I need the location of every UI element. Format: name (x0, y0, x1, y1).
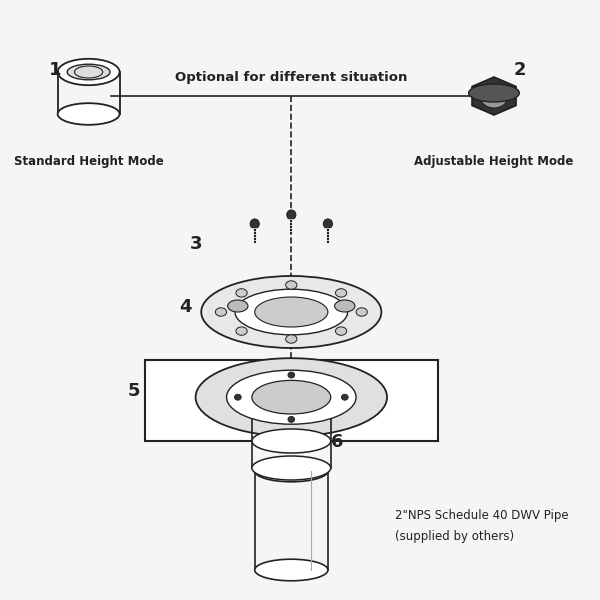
Ellipse shape (67, 64, 110, 80)
Ellipse shape (335, 300, 355, 312)
Ellipse shape (480, 84, 508, 108)
Ellipse shape (235, 394, 241, 400)
Text: Standard Height Mode: Standard Height Mode (14, 155, 163, 168)
Ellipse shape (252, 456, 331, 480)
Ellipse shape (356, 308, 367, 316)
Ellipse shape (288, 416, 295, 422)
Text: 4: 4 (179, 298, 191, 316)
Text: Optional for different situation: Optional for different situation (175, 71, 407, 84)
Ellipse shape (196, 358, 387, 436)
Bar (145, 360, 438, 441)
Ellipse shape (469, 84, 520, 102)
Ellipse shape (215, 308, 227, 316)
Ellipse shape (341, 394, 348, 400)
Polygon shape (472, 77, 516, 115)
Ellipse shape (287, 210, 296, 220)
Ellipse shape (252, 380, 331, 414)
Ellipse shape (58, 59, 119, 85)
Ellipse shape (227, 370, 356, 424)
Ellipse shape (255, 297, 328, 327)
Text: 6: 6 (331, 433, 343, 451)
Text: 1: 1 (49, 61, 62, 79)
Ellipse shape (255, 559, 328, 581)
Ellipse shape (227, 300, 248, 312)
Ellipse shape (286, 335, 297, 343)
Ellipse shape (236, 289, 247, 297)
Text: 5: 5 (128, 382, 140, 400)
Ellipse shape (252, 429, 331, 453)
Ellipse shape (335, 289, 347, 297)
Ellipse shape (255, 460, 328, 482)
Text: 2: 2 (514, 61, 526, 79)
Ellipse shape (235, 289, 347, 335)
Ellipse shape (286, 281, 297, 289)
Ellipse shape (236, 327, 247, 335)
Ellipse shape (201, 276, 382, 348)
Ellipse shape (335, 327, 347, 335)
Ellipse shape (250, 219, 259, 229)
Text: 3: 3 (190, 235, 202, 253)
Text: (supplied by others): (supplied by others) (395, 530, 515, 543)
Ellipse shape (288, 372, 295, 378)
Text: Adjustable Height Mode: Adjustable Height Mode (415, 155, 574, 168)
Ellipse shape (58, 103, 119, 125)
Text: 2"NPS Schedule 40 DWV Pipe: 2"NPS Schedule 40 DWV Pipe (395, 509, 569, 522)
Ellipse shape (323, 219, 332, 229)
